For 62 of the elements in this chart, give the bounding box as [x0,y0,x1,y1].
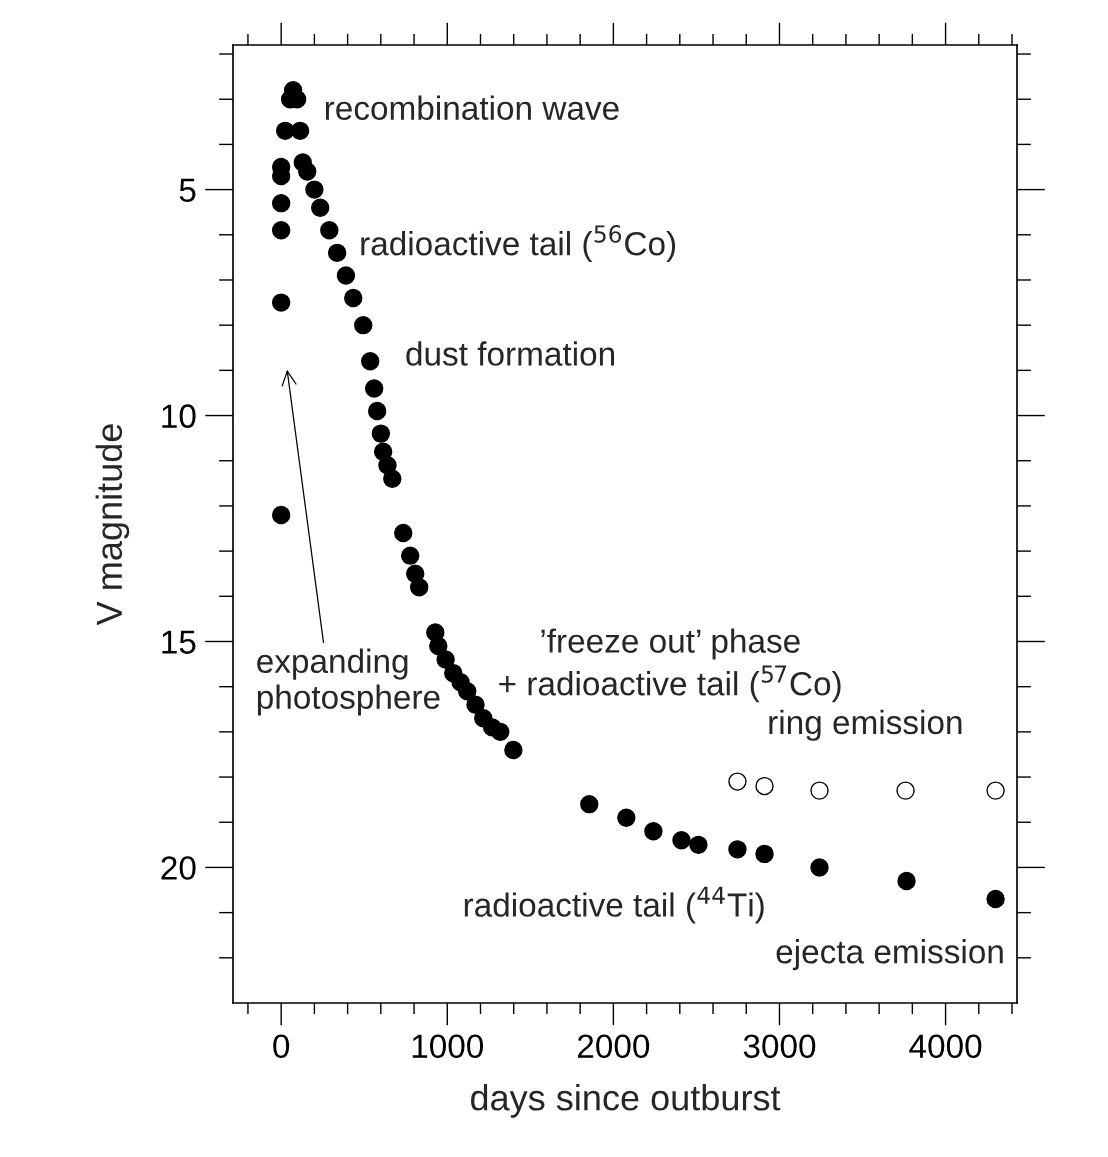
point [728,840,747,859]
annotation: ’freeze out’ phase + radioactive tail ($^{57}$Co) [499,628,841,703]
point [367,401,387,421]
point [401,546,420,565]
point [360,352,380,371]
point [271,193,291,213]
point [271,221,291,240]
point [986,781,1005,800]
point [810,858,829,877]
point [344,288,363,308]
point [298,162,317,181]
x-tick-label: 1000 [412,1034,484,1059]
point [896,781,915,800]
annotation: radioactive tail ($^{56}$Co) [361,225,676,263]
point [275,121,295,141]
point [672,831,691,850]
x-tick-label: 0 [273,1034,290,1059]
point [409,578,429,597]
x-tick-label: 2000 [577,1034,650,1059]
point [491,722,510,742]
point [371,424,391,443]
point [755,776,774,796]
point [429,636,448,656]
x-tick-label: 3000 [743,1034,816,1059]
point [644,822,663,841]
point [986,889,1005,909]
point [728,772,747,791]
point [897,871,916,891]
point [271,293,291,312]
annotation: expanding photosphere [257,648,440,716]
annotation: radioactive tail ($^{44}$Ti) [464,886,764,924]
point [354,315,373,335]
point [383,469,402,489]
point [466,695,485,714]
point [336,266,356,285]
y-axis-title: V magnitude [95,424,130,626]
y-tick-label: 10 [162,404,196,428]
point [755,844,774,864]
point [364,379,384,398]
point [580,794,599,814]
x-tick-label: 4000 [909,1034,982,1059]
annotation: ejecta emission [776,939,1003,971]
point [436,650,455,669]
annotation: ring emission [769,709,962,741]
point [327,243,347,263]
y-tick-label: 20 [161,856,196,880]
point [458,681,477,701]
x-axis-title: days since outburst [470,1084,781,1118]
point [617,808,636,827]
y-tick-label: 15 [162,630,196,654]
point [311,198,330,217]
annotation: recombination wave [325,95,619,120]
point [271,505,291,525]
point [504,740,523,760]
point [320,221,339,240]
annotation: dust formation [406,341,614,366]
point [689,835,708,855]
point [394,523,413,543]
point [305,180,324,199]
y-tick-label: 5 [179,178,196,203]
point [810,781,829,800]
point [290,121,310,141]
